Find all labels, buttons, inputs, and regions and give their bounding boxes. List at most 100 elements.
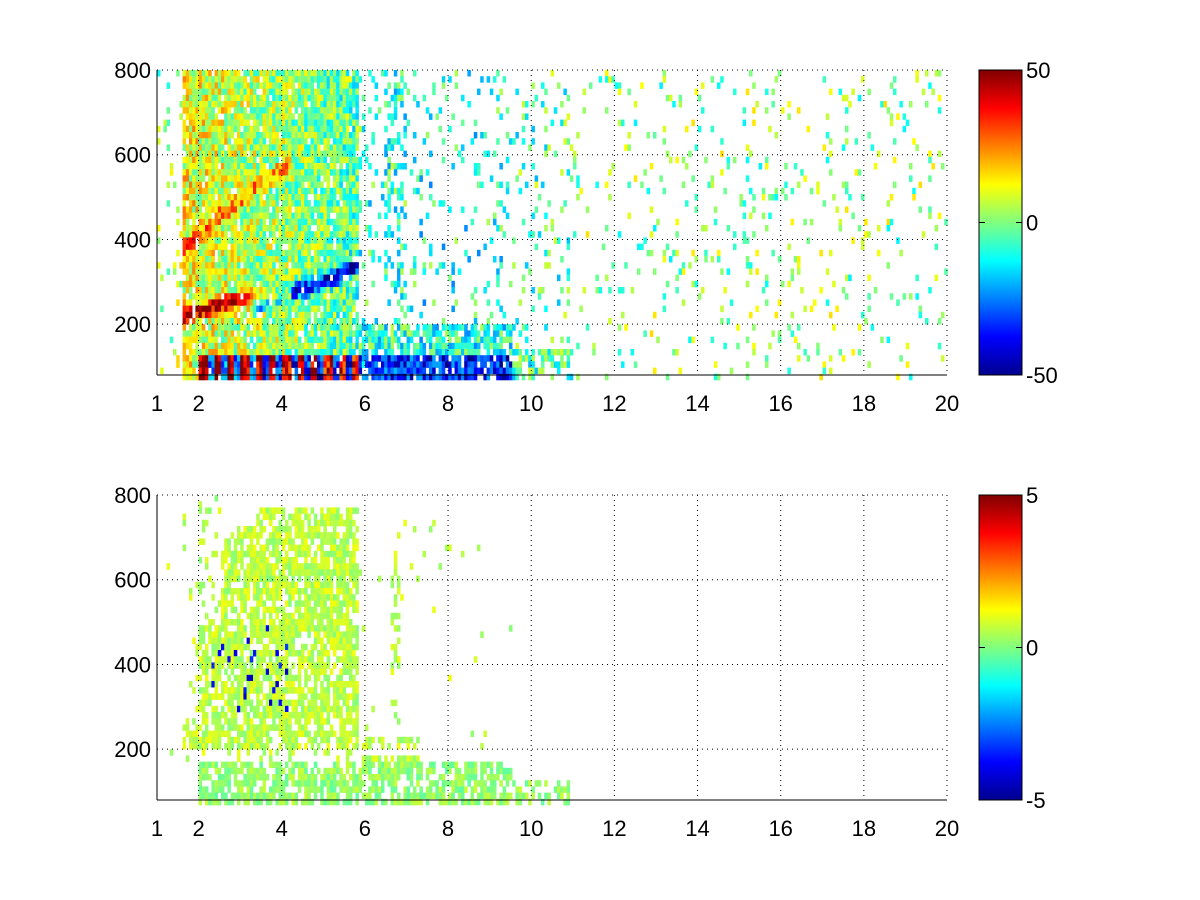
heatmap-cell [291,318,295,325]
heatmap-cell [390,181,395,189]
heatmap-cell [272,563,276,570]
heatmap-cell [227,643,231,651]
heatmap-cell [329,70,334,77]
heatmap-cell [553,361,558,368]
heatmap-cell [336,243,340,251]
heatmap-cell [400,187,404,195]
heatmap-cell [422,138,427,145]
heatmap-cell [208,330,212,337]
heatmap-cell [387,194,391,201]
heatmap-cell [339,88,343,96]
heatmap-cell [275,70,279,77]
heatmap-cell [313,187,318,195]
heatmap-cell [752,349,756,356]
heatmap-cell [797,268,801,275]
heatmap-cell [781,280,785,288]
heatmap-cell [400,293,404,300]
heatmap-cell [230,550,235,558]
heatmap-cell [521,324,526,331]
heatmap-cell [253,324,257,331]
heatmap-cell [829,138,833,145]
heatmap-cell [230,144,235,151]
heatmap-cell [419,311,423,319]
heatmap-cell [509,324,513,331]
heatmap-cell [883,101,887,108]
heatmap-cell [355,101,359,108]
heatmap-cell [902,113,907,120]
heatmap-cell [278,619,283,626]
heatmap-cell [521,373,526,381]
heatmap-cell [265,262,270,269]
heatmap-cell [189,262,193,269]
heatmap-cell [429,355,433,362]
heatmap-cell [790,274,795,282]
heatmap-cell [211,361,215,368]
heatmap-cell [313,268,318,275]
heatmap-cell [291,156,295,164]
heatmap-cell [329,311,334,319]
heatmap-cell [192,349,196,356]
heatmap-cell [253,736,257,744]
heatmap-cell [371,181,375,189]
heatmap-cell [419,194,423,201]
heatmap-cell [256,256,260,263]
heatmap-cell [237,169,241,176]
heatmap-cell [329,324,334,331]
heatmap-cell [198,76,203,83]
heatmap-cell [285,656,289,663]
heatmap-cell [653,268,657,275]
heatmap-cell [297,169,302,176]
heatmap-cell [230,792,235,800]
heatmap-cell [377,330,382,337]
heatmap-cell [192,730,196,738]
heatmap-cell [249,256,254,263]
heatmap-cell [285,268,289,275]
heatmap-cell [550,349,555,356]
heatmap-cell [182,175,187,182]
heatmap-cell [294,194,299,201]
heatmap-cell [803,218,807,226]
heatmap-cell [297,138,302,145]
heatmap-cell [672,249,676,257]
heatmap-cell [237,330,241,337]
heatmap-cell [272,355,276,362]
heatmap-cell [333,299,337,306]
heatmap-cell [886,262,891,269]
heatmap-cell [221,563,225,570]
heatmap-cell [560,206,564,213]
heatmap-cell [269,681,273,688]
heatmap-cell [358,156,363,164]
heatmap-cell [294,324,299,331]
heatmap-cell [201,538,206,545]
heatmap-cell [733,156,737,164]
heatmap-cell [304,243,308,251]
heatmap-cell [288,544,292,552]
heatmap-cell [323,138,327,145]
heatmap-cell [646,132,651,139]
heatmap-cell [480,132,484,139]
heatmap-cell [214,662,219,669]
heatmap-cell [233,125,238,133]
heatmap-cell [566,243,571,251]
heatmap-cell [285,76,289,83]
heatmap-cell [307,349,311,356]
heatmap-cell [205,318,209,325]
heatmap-cell [480,76,484,83]
heatmap-cell [278,349,283,356]
heatmap-cell [317,144,321,151]
heatmap-cell [473,342,478,350]
heatmap-cell [291,342,295,350]
heatmap-cell [182,107,187,114]
heatmap-cell [352,175,356,182]
heatmap-cell [214,761,219,769]
heatmap-cell [281,798,286,806]
heatmap-cell [320,107,324,114]
heatmap-cell [345,194,350,201]
heatmap-cell [269,125,273,133]
heatmap-cell [291,144,295,151]
heatmap-cell [393,101,398,108]
heatmap-cell [265,76,270,83]
heatmap-cell [678,367,683,375]
heatmap-cell [198,631,203,638]
heatmap-cell [272,724,276,731]
